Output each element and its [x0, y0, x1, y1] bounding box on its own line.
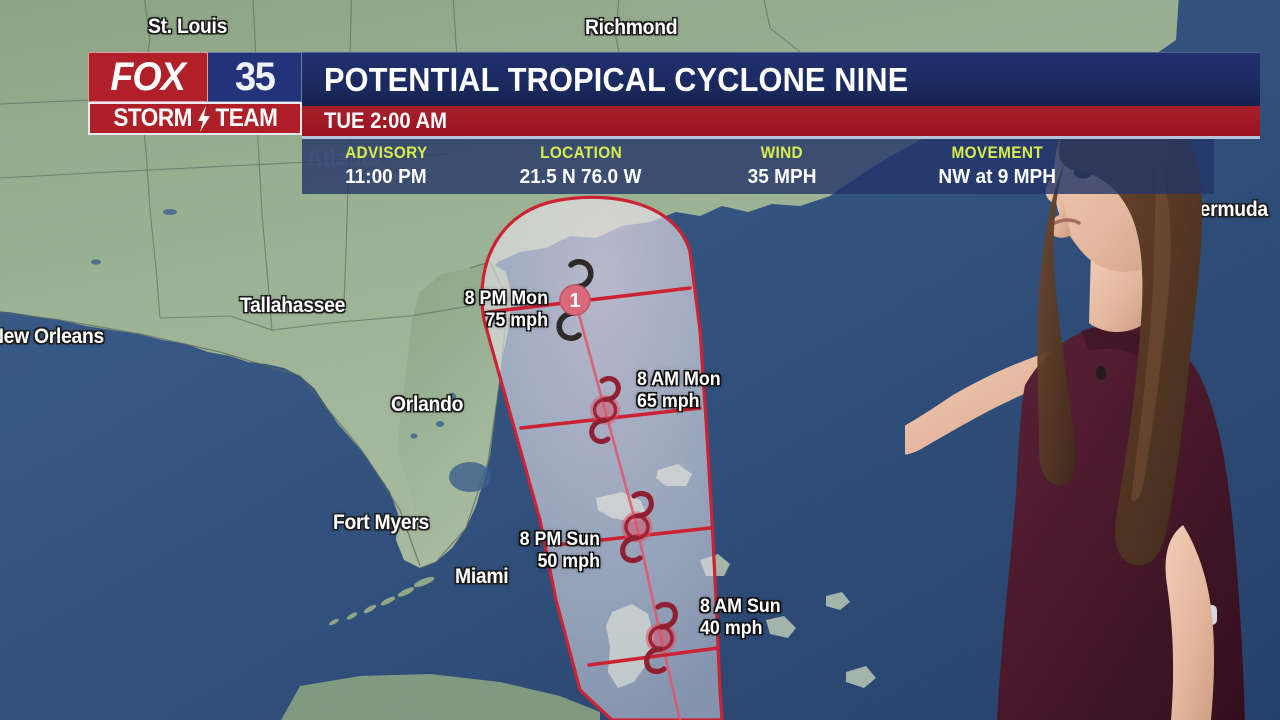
stat-movement: MOVEMENT NW at 9 MPH	[872, 139, 1122, 194]
city-label-fort-myers: Fort Myers	[333, 511, 430, 534]
team-word: TEAM	[215, 104, 278, 132]
stat-wind-label: WIND	[760, 144, 804, 162]
city-label-richmond: Richmond	[585, 16, 678, 39]
city-label-tallahassee: Tallahassee	[240, 294, 346, 317]
hair-strand-front	[1037, 163, 1076, 486]
lower-arm	[1165, 525, 1214, 720]
headline-bar: POTENTIAL TROPICAL CYCLONE NINE	[302, 52, 1260, 106]
city-label-miami: Miami	[455, 565, 509, 588]
stat-location-value: 21.5 N 76.0 W	[520, 165, 642, 188]
hair	[1058, 97, 1203, 566]
fox-network-badge: FOX	[88, 52, 208, 102]
lightning-bolt-icon	[198, 105, 211, 132]
fox-wordmark: FOX	[110, 55, 186, 99]
storm-stats-strip: ADVISORY 11:00 PM LOCATION 21.5 N 76.0 W…	[302, 139, 1214, 194]
stat-location: LOCATION 21.5 N 76.0 W	[470, 139, 692, 194]
headline-text: POTENTIAL TROPICAL CYCLONE NINE	[324, 60, 909, 98]
city-label-bermuda: Bermuda	[1186, 198, 1268, 221]
city-label-st-louis: St. Louis	[148, 15, 228, 38]
stat-wind: WIND 35 MPH	[692, 139, 872, 194]
storm-team-badge: STORM TEAM	[88, 102, 302, 135]
hair-highlight	[1131, 163, 1171, 502]
stat-movement-label: MOVEMENT	[951, 144, 1043, 162]
storm-word: STORM	[113, 104, 192, 132]
lapel-microphone-icon	[1096, 366, 1106, 380]
mouth	[1053, 218, 1081, 225]
broadcast-graphics: FOX 35 STORM TEAM POTENTIAL TROPICAL CYC…	[0, 0, 1280, 200]
city-label-orlando: Orlando	[391, 393, 464, 416]
stat-advisory-value: 11:00 PM	[345, 165, 427, 188]
stat-wind-value: 35 MPH	[747, 165, 817, 188]
timestamp-text: TUE 2:00 AM	[324, 108, 447, 133]
logo-top-row: FOX 35	[88, 52, 302, 102]
city-label-new-orleans: New Orleans	[0, 325, 105, 348]
dress-neckline	[1081, 326, 1155, 365]
fox35-storm-team-logo: FOX 35 STORM TEAM	[88, 52, 302, 135]
stat-advisory-label: ADVISORY	[344, 144, 428, 162]
stat-advisory: ADVISORY 11:00 PM	[302, 139, 470, 194]
timestamp-bar: TUE 2:00 AM	[302, 106, 1260, 139]
channel-number: 35	[234, 55, 276, 99]
stat-movement-value: NW at 9 MPH	[938, 165, 1056, 188]
channel-number-badge: 35	[208, 52, 302, 102]
stat-location-label: LOCATION	[540, 144, 622, 162]
